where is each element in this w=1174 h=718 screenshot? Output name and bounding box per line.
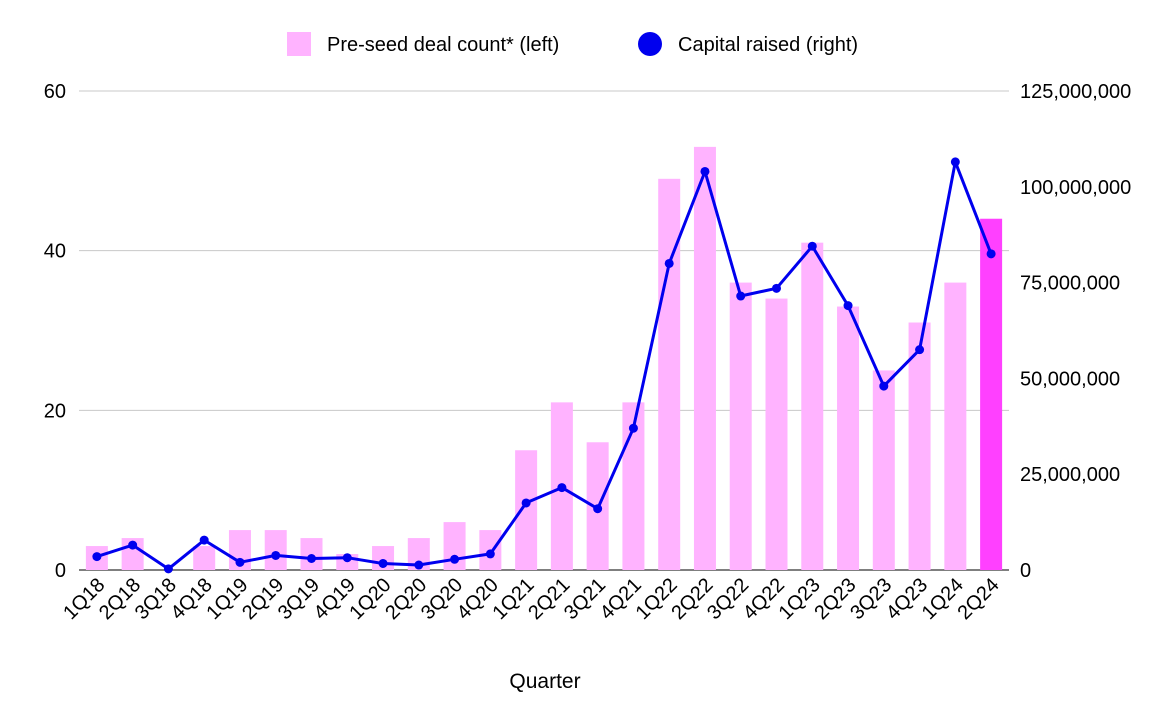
bar-2Q20 [407,538,430,570]
gridlines [79,90,1009,571]
line-series-capital-raised [92,157,996,574]
x-tick-label: 2Q24 [953,574,1003,624]
point-3Q20 [450,554,460,564]
bar-2Q23 [837,306,860,570]
bar-4Q18 [193,546,216,570]
point-3Q19 [307,554,316,564]
left-tick-label: 0 [55,560,66,582]
right-axis-ticks: 0 25,000,000 50,000,000 75,000,000 100,000,0… [1020,81,1131,582]
bar-4Q22 [765,298,788,570]
right-tick-label: 100,000,000 [1020,177,1131,199]
point-3Q22 [736,291,746,301]
legend-label-deal-count: Pre-seed deal count* (left) [327,34,559,56]
right-tick-label: 125,000,000 [1020,81,1131,103]
legend-swatch-deal-count [287,32,311,56]
point-4Q20 [485,549,495,559]
point-1Q23 [807,241,817,251]
legend-label-capital-raised: Capital raised (right) [678,34,858,56]
bar-1Q21 [515,450,538,570]
point-3Q23 [879,381,889,391]
point-2Q22 [700,166,710,176]
point-2Q18 [128,540,138,550]
point-1Q19 [235,557,245,567]
point-3Q21 [593,504,603,514]
bar-1Q24 [944,282,967,570]
right-tick-label: 25,000,000 [1020,464,1120,486]
left-tick-label: 40 [44,241,66,263]
point-4Q19 [342,553,352,563]
bar-2Q19 [264,530,287,570]
point-2Q20 [414,560,424,570]
x-axis-ticks: 1Q182Q183Q184Q181Q192Q193Q194Q191Q202Q20… [59,574,1003,624]
point-4Q22 [772,283,781,293]
bar-3Q22 [729,282,752,570]
legend-marker-capital-raised [638,32,662,56]
bar-2Q22 [693,146,716,570]
point-1Q24 [950,157,960,167]
legend: Pre-seed deal count* (left) Capital rais… [287,32,858,56]
capital-raised-line [96,160,993,571]
left-tick-label: 20 [44,400,66,422]
point-1Q21 [521,498,531,508]
bar-3Q23 [872,370,895,570]
point-3Q18 [163,564,173,574]
bar-4Q23 [908,322,931,570]
point-2Q23 [843,301,853,311]
right-tick-label: 50,000,000 [1020,368,1120,390]
right-tick-label: 75,000,000 [1020,273,1120,295]
bar-1Q23 [801,242,824,570]
x-axis-title: Quarter [509,670,580,693]
right-tick-label: 0 [1020,560,1031,582]
point-4Q21 [628,423,638,433]
bar-1Q22 [658,178,681,571]
left-axis-ticks: 0 20 40 60 [44,81,66,582]
left-tick-label: 60 [44,81,66,103]
point-2Q21 [557,483,567,493]
point-1Q22 [664,258,674,268]
point-1Q18 [92,552,102,562]
bar-2Q24 [980,218,1003,570]
point-1Q20 [378,558,388,568]
point-2Q19 [271,550,281,560]
point-4Q23 [915,345,925,355]
bar-series-deal-count [85,146,1003,571]
bar-4Q21 [622,402,645,570]
point-4Q18 [199,535,209,545]
point-2Q24 [986,249,996,259]
